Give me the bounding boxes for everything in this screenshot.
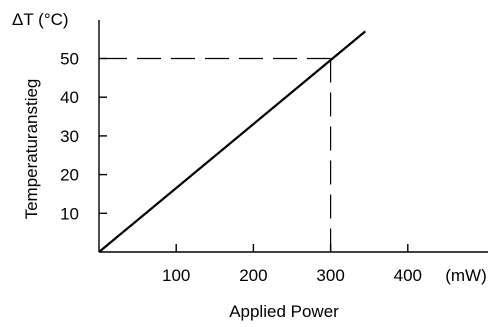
x-axis-label: Applied Power xyxy=(229,302,339,321)
y-ticks: 10 20 30 40 50 xyxy=(60,50,107,223)
x-tick-label: 100 xyxy=(162,266,190,285)
x-unit-label: (mW) xyxy=(445,266,487,285)
series-line xyxy=(98,30,367,253)
x-tick-label: 400 xyxy=(394,266,422,285)
reference-lines xyxy=(103,57,332,252)
y-tick-label: 50 xyxy=(60,50,79,69)
x-tick-label: 200 xyxy=(239,266,267,285)
y-axis-label: Temperaturanstieg xyxy=(22,79,41,220)
y-tick-label: 20 xyxy=(60,166,79,185)
y-unit-label: ΔT (°C) xyxy=(12,10,69,29)
y-tick-label: 40 xyxy=(60,88,79,107)
series xyxy=(98,30,367,253)
x-tick-label: 300 xyxy=(316,266,344,285)
x-ticks: 100 200 300 400 xyxy=(162,244,422,285)
y-tick-label: 10 xyxy=(60,204,79,223)
y-tick-label: 30 xyxy=(60,127,79,146)
